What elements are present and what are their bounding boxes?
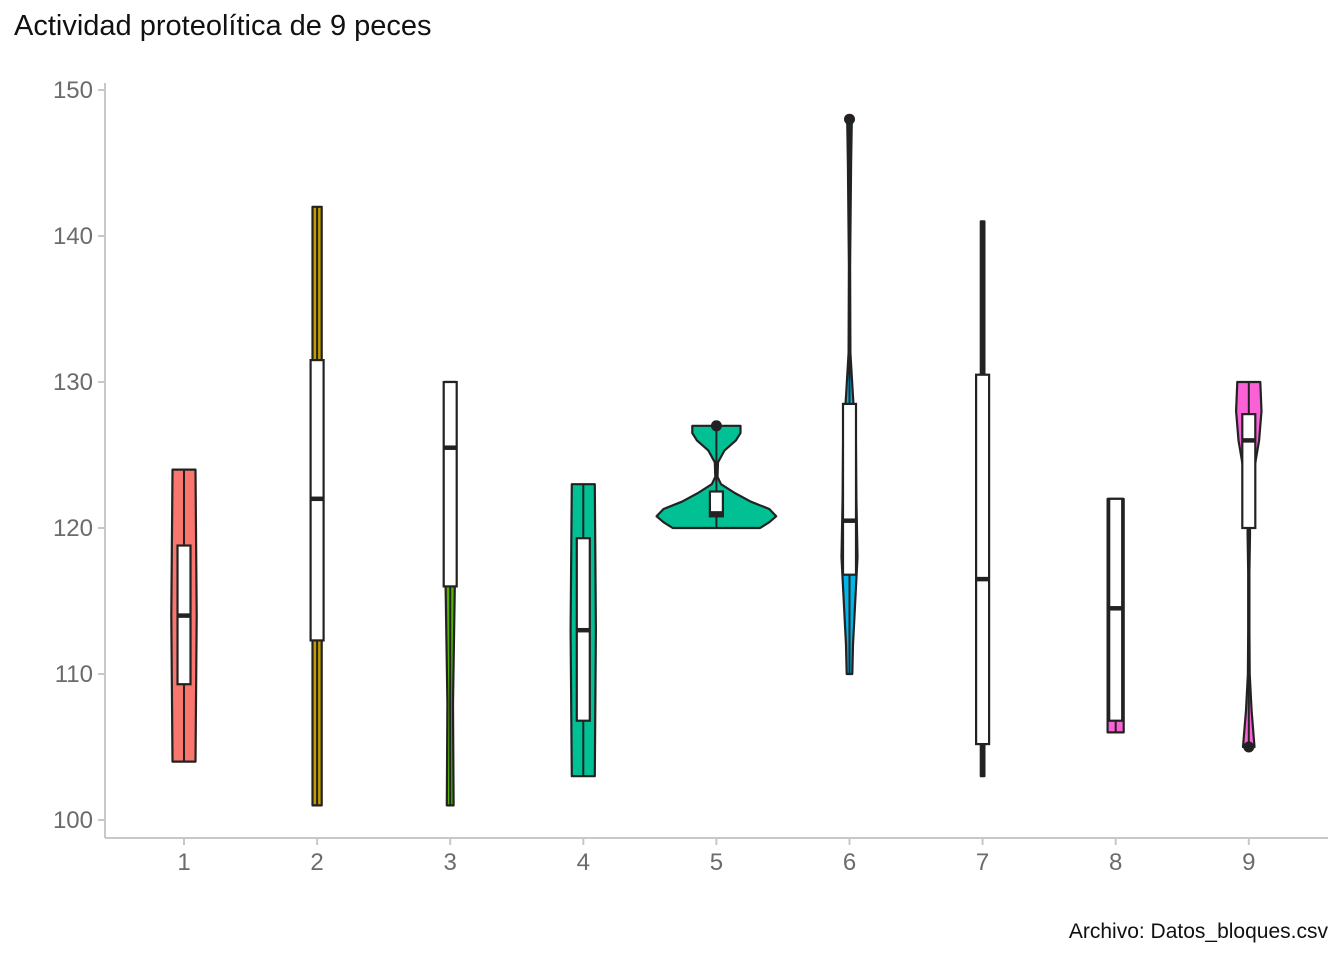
box-3 [442,380,458,588]
outlier-point-9 [1243,741,1255,753]
box-6 [841,402,858,576]
box-7 [974,373,991,746]
x-tick-label: 8 [1109,849,1122,876]
chart-title: Actividad proteolítica de 9 peces [14,10,432,42]
chart-caption: Archivo: Datos_bloques.csv [1068,920,1328,943]
outlier-point-5 [710,420,722,432]
y-tick-label: 140 [53,223,93,250]
y-tick-label: 130 [53,369,93,396]
x-tick-label: 2 [310,849,323,876]
x-tick-label: 6 [843,849,856,876]
x-tick-label: 9 [1242,849,1255,876]
outlier-point-6 [844,113,855,125]
x-tick-label: 5 [710,849,723,876]
x-tick-label: 7 [976,849,989,876]
x-tick-label: 3 [444,849,457,876]
y-tick-label: 120 [53,515,93,542]
x-tick-label: 1 [177,849,190,876]
y-tick-label: 100 [53,807,93,834]
x-tick-label: 4 [577,849,590,876]
box-9 [1241,413,1257,530]
y-tick-label: 110 [55,661,93,688]
y-tick-label: 150 [53,77,93,104]
